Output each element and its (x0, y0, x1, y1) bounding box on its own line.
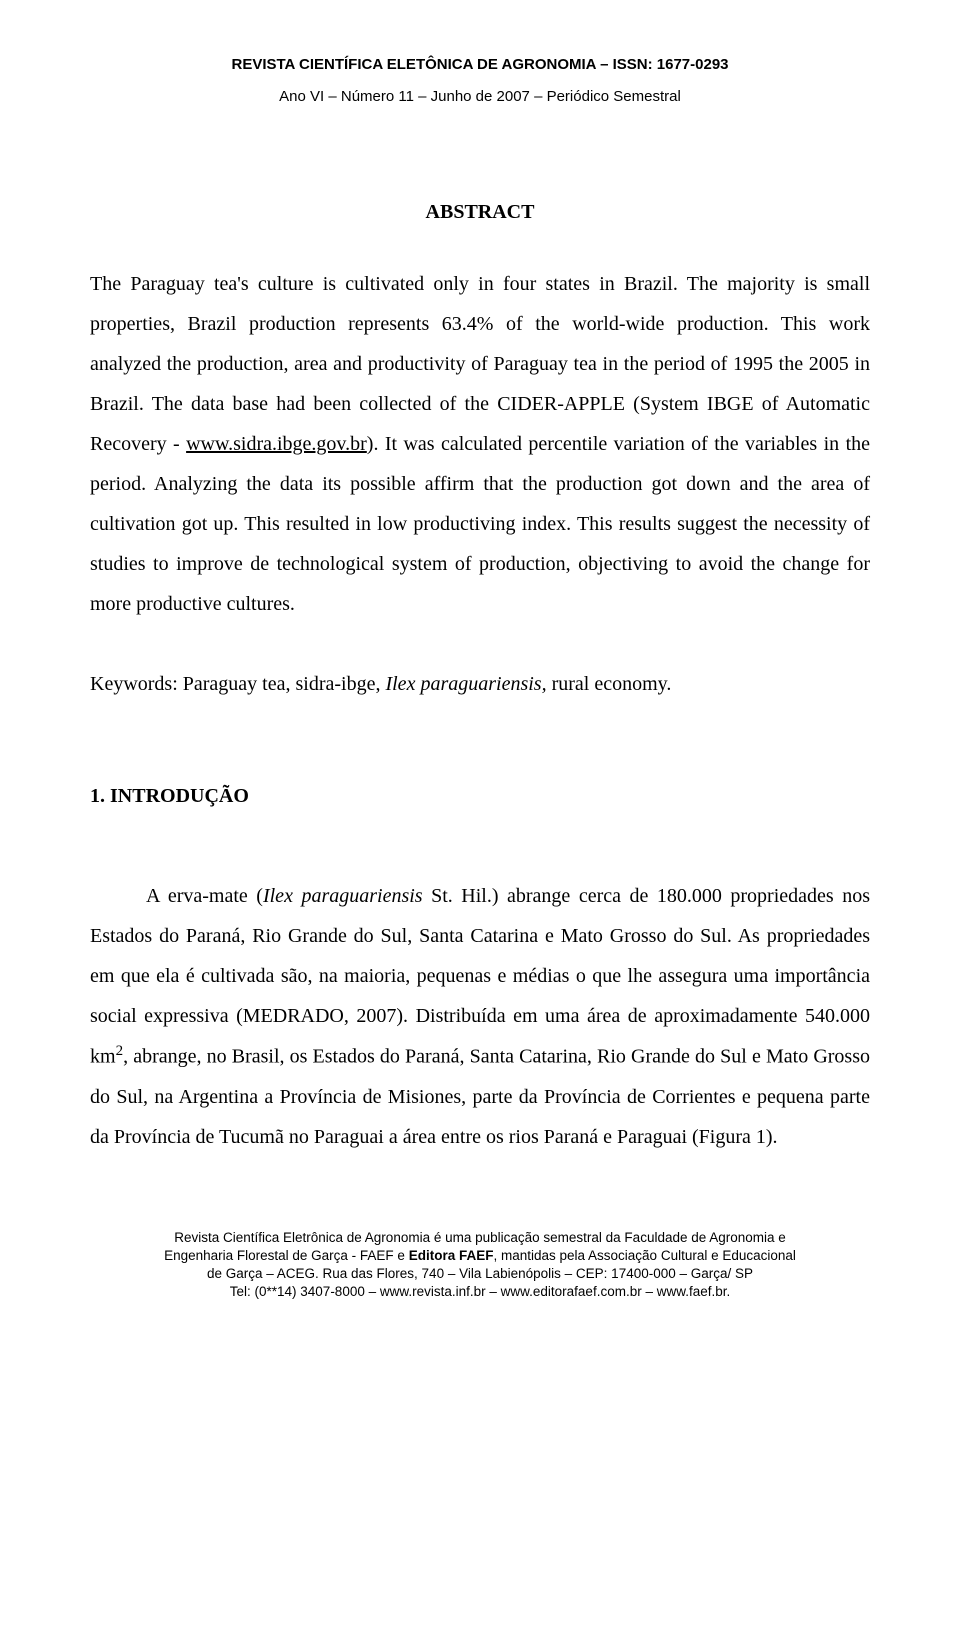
footer: Revista Científica Eletrônica de Agronom… (90, 1229, 870, 1302)
keywords-italic: Ilex paraguariensis, (385, 673, 546, 695)
intro-paragraph: A erva-mate (Ilex paraguariensis St. Hil… (90, 876, 870, 1157)
abstract-text-1: The Paraguay tea's culture is cultivated… (90, 273, 870, 455)
intro-text-1: A erva-mate ( (146, 885, 263, 907)
keywords-suffix: rural economy. (547, 673, 672, 695)
footer-line-2: Engenharia Florestal de Garça - FAEF e E… (90, 1247, 870, 1265)
abstract-text-2: ). It was calculated percentile variatio… (90, 433, 870, 615)
keywords-prefix: Keywords: Paraguay tea, sidra-ibge, (90, 673, 385, 695)
footer-line-2c: , mantidas pela Associação Cultural e Ed… (493, 1248, 795, 1263)
superscript: 2 (116, 1043, 124, 1059)
intro-text-3: , abrange, no Brasil, os Estados do Para… (90, 1046, 870, 1148)
intro-italic: Ilex paraguariensis (263, 885, 423, 907)
journal-header: REVISTA CIENTÍFICA ELETÔNICA DE AGRONOMI… (90, 50, 870, 80)
intro-text-2: St. Hil.) abrange cerca de 180.000 propr… (90, 885, 870, 1068)
footer-line-1: Revista Científica Eletrônica de Agronom… (90, 1229, 870, 1247)
footer-line-2b: Editora FAEF (409, 1248, 494, 1263)
abstract-link: www.sidra.ibge.gov.br (186, 433, 367, 455)
abstract-body: The Paraguay tea's culture is cultivated… (90, 264, 870, 624)
footer-line-2a: Engenharia Florestal de Garça - FAEF e (164, 1248, 409, 1263)
section-heading: 1. INTRODUÇÃO (90, 776, 870, 816)
footer-line-3: de Garça – ACEG. Rua das Flores, 740 – V… (90, 1265, 870, 1283)
abstract-heading: ABSTRACT (90, 192, 870, 232)
footer-line-4: Tel: (0**14) 3407-8000 – www.revista.inf… (90, 1283, 870, 1301)
issue-header: Ano VI – Número 11 – Junho de 2007 – Per… (90, 82, 870, 112)
keywords: Keywords: Paraguay tea, sidra-ibge, Ilex… (90, 664, 870, 704)
